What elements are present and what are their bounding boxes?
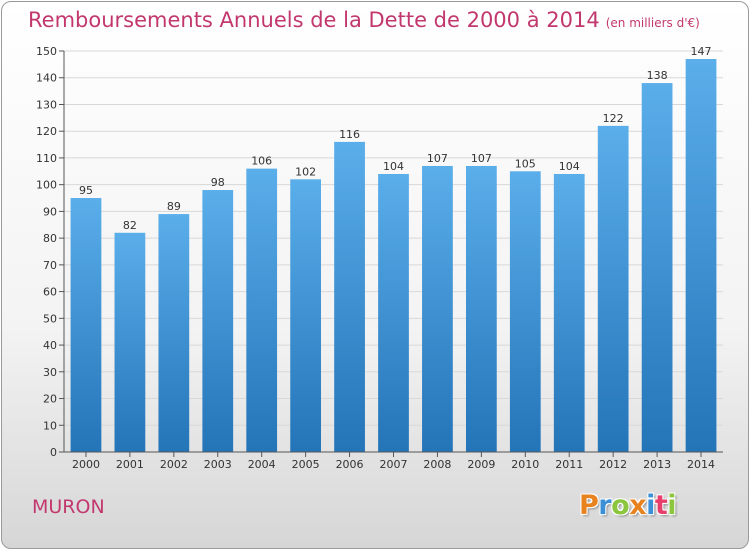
bar-value-label: 116 <box>339 128 360 141</box>
y-tick-label: 70 <box>43 259 57 272</box>
y-tick-label: 100 <box>36 179 57 192</box>
bar-2008 <box>422 165 453 452</box>
x-tick-label: 2011 <box>555 458 583 471</box>
bar-2009 <box>465 165 497 452</box>
x-tick-label: 2006 <box>336 458 364 471</box>
bar-value-label: 147 <box>691 45 712 58</box>
y-tick-label: 50 <box>43 312 57 325</box>
bar-2014 <box>685 59 717 453</box>
y-tick-label: 10 <box>43 419 57 432</box>
bar-value-label: 104 <box>559 160 580 173</box>
bar-value-label: 138 <box>647 69 668 82</box>
x-tick-label: 2009 <box>467 458 495 471</box>
x-tick-label: 2010 <box>511 458 539 471</box>
chart-title: Remboursements Annuels de la Dette de 20… <box>28 8 700 32</box>
x-tick-label: 2012 <box>599 458 627 471</box>
bars: 95 82 89 98 106 102 116 104 107 107 105 104 122 138 14… <box>70 45 717 453</box>
y-tick-label: 140 <box>36 72 57 85</box>
y-tick-label: 40 <box>43 339 57 352</box>
bar-2002 <box>158 214 190 452</box>
bar-2003 <box>202 190 234 452</box>
y-tick-label: 90 <box>43 205 57 218</box>
axes: 0 10 20 30 40 50 60 70 80 90 100 110 120 130 140 150 200… <box>36 45 723 471</box>
logo-letter: x <box>629 490 647 521</box>
logo-letter: t <box>654 490 668 521</box>
bar-value-label: 106 <box>251 155 272 168</box>
chart-unit: (en milliers d'€) <box>605 16 700 30</box>
y-tick-label: 120 <box>36 125 57 138</box>
logo-letter: r <box>598 490 612 521</box>
logo-letter: i <box>667 490 677 521</box>
y-tick-label: 80 <box>43 232 57 245</box>
y-tick-label: 130 <box>36 98 57 111</box>
y-tick-label: 60 <box>43 286 57 299</box>
bar-2000 <box>70 198 102 452</box>
bar-value-label: 105 <box>515 157 536 170</box>
bar-2004 <box>246 168 278 453</box>
bar-value-label: 107 <box>427 152 448 165</box>
chart-title-text: Remboursements Annuels de la Dette de 20… <box>28 8 600 32</box>
logo-letter: o <box>611 490 630 521</box>
bar-value-label: 102 <box>295 165 316 178</box>
x-tick-label: 2002 <box>160 458 188 471</box>
bar-2011 <box>553 173 585 452</box>
x-tick-label: 2007 <box>380 458 408 471</box>
logo-letter: i <box>646 490 655 521</box>
bar-2012 <box>597 125 629 452</box>
x-tick-label: 2008 <box>423 458 451 471</box>
x-tick-label: 2004 <box>248 458 276 471</box>
y-tick-label: 110 <box>36 152 57 165</box>
x-tick-label: 2013 <box>643 458 671 471</box>
y-tick-label: 20 <box>43 393 57 406</box>
y-tick-label: 30 <box>43 366 57 379</box>
bar-2010 <box>509 171 541 453</box>
y-tick-label: 0 <box>50 446 57 459</box>
x-tick-label: 2003 <box>204 458 232 471</box>
place-name: MURON <box>32 496 105 518</box>
bar-2013 <box>641 83 673 452</box>
bar-value-label: 82 <box>123 219 137 232</box>
bar-2007 <box>378 173 409 452</box>
logo-letter: P <box>579 490 599 521</box>
x-tick-label: 2005 <box>292 458 320 471</box>
bar-value-label: 89 <box>167 200 181 213</box>
y-tick-label: 150 <box>36 45 57 58</box>
bar-value-label: 104 <box>383 160 404 173</box>
x-tick-label: 2014 <box>687 458 715 471</box>
bar-value-label: 107 <box>471 152 492 165</box>
bar-value-label: 98 <box>211 176 225 189</box>
bar-2005 <box>290 179 322 452</box>
x-tick-label: 2001 <box>116 458 144 471</box>
bar-value-label: 95 <box>79 184 93 197</box>
bar-2001 <box>114 232 146 452</box>
proxiti-logo: Proxiti <box>579 490 677 521</box>
bar-value-label: 122 <box>603 112 624 125</box>
bar-2006 <box>334 141 365 453</box>
x-tick-label: 2000 <box>72 458 100 471</box>
